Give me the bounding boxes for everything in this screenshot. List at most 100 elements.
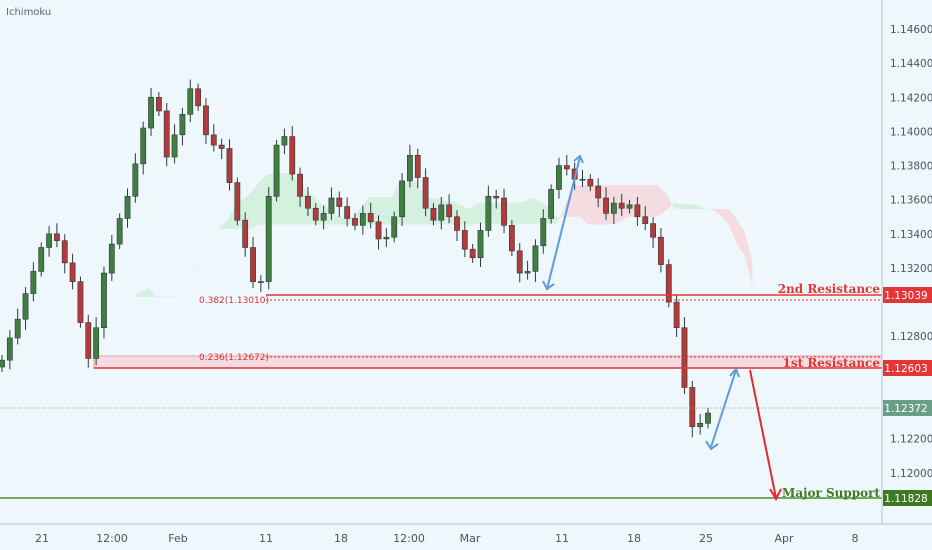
first-resistance-price-tag <box>883 360 932 376</box>
blue-arrow-up-march <box>542 154 584 291</box>
candle-body <box>454 216 460 231</box>
candle-body <box>516 250 523 274</box>
candle-body <box>367 213 374 223</box>
candle-body <box>38 247 45 272</box>
price-tick-label: 1.13800 <box>890 161 932 173</box>
candle-body <box>61 240 68 264</box>
candle-body <box>140 127 147 165</box>
cloud-segment <box>744 232 753 287</box>
fib-236-label: 0.236(1.12672) <box>199 353 269 363</box>
second-resistance-price: 1.13039 <box>884 290 927 302</box>
major-support-price-tag <box>883 490 932 506</box>
candle-body <box>383 236 390 240</box>
current-price: 1.12372 <box>884 403 927 415</box>
price-tick-label: 1.14200 <box>890 92 932 104</box>
candle-body <box>626 204 633 209</box>
candle-body <box>6 337 13 361</box>
candle-body <box>171 134 178 158</box>
candle-body <box>281 136 288 146</box>
time-tick-label: 18 <box>334 532 348 545</box>
candle-body <box>579 178 586 181</box>
cloud-segment <box>674 203 682 210</box>
cloud-segment <box>666 193 675 210</box>
cloud-segment <box>493 203 502 224</box>
candle-body <box>689 387 696 428</box>
time-tick-label: 11 <box>555 532 569 545</box>
time-tick-label: 8 <box>852 532 859 545</box>
cloud-segment <box>219 220 227 229</box>
cloud-segment <box>226 206 235 229</box>
cloud-segment <box>470 203 478 225</box>
candle-body <box>0 359 5 368</box>
candle-body <box>587 178 594 187</box>
candle-body <box>312 207 319 221</box>
cloud-segment <box>532 197 541 224</box>
second-resistance-price-tag <box>883 287 932 303</box>
candle-body <box>242 219 249 248</box>
cloud-segment <box>540 201 549 224</box>
cloud-segment <box>642 185 651 217</box>
cloud-segment <box>258 175 267 225</box>
price-tick-label: 1.13400 <box>890 229 932 241</box>
cloud-segment <box>572 185 580 217</box>
candle-body <box>179 114 186 136</box>
candle-body <box>30 271 37 294</box>
time-tick-label: Feb <box>168 532 187 545</box>
cloud-segment <box>689 204 698 210</box>
candle-body <box>469 248 476 259</box>
candle-body <box>438 204 445 221</box>
candle-body <box>540 218 547 247</box>
candle-body <box>320 213 327 221</box>
candle-body <box>265 195 272 282</box>
price-tick-label: 1.12200 <box>890 434 932 446</box>
cloud-segment <box>626 185 635 217</box>
cloud-segment <box>336 215 345 225</box>
cloud-segment <box>477 203 486 224</box>
cloud-segment <box>658 185 667 217</box>
candle-body <box>563 165 570 170</box>
cloud-segment <box>148 287 157 297</box>
time-tick-label: 12:00 <box>393 532 425 545</box>
blue-arrow-down-late <box>705 367 740 451</box>
time-tick-label: 18 <box>627 532 641 545</box>
candle-body <box>375 221 382 240</box>
candle-body <box>618 202 625 209</box>
candle-body <box>642 216 649 224</box>
time-tick-label: Apr <box>774 532 794 545</box>
candle-body <box>132 163 139 197</box>
candle-body <box>234 182 241 221</box>
candle-body <box>414 155 421 178</box>
cloud-segment <box>681 204 690 210</box>
cloud-segment <box>517 200 525 224</box>
candle-body <box>54 233 60 241</box>
indicator-name: Ichimoku <box>6 7 51 18</box>
current-price-tag <box>883 400 932 416</box>
cloud-segment <box>250 183 259 229</box>
cloud-segment <box>407 181 416 225</box>
candle-body <box>124 195 131 219</box>
cloud-segment <box>281 173 290 225</box>
candle-body <box>93 327 100 359</box>
candle-body <box>508 225 515 252</box>
candle-body <box>556 165 562 190</box>
time-axis: 21 12:00 Feb 11 18 12:00 Mar 11 18 25 Apr 8 <box>35 532 859 545</box>
candle-body <box>14 318 21 339</box>
candle-body <box>344 206 351 219</box>
candle-body <box>69 262 76 282</box>
cloud-segment <box>179 288 188 297</box>
candle-body <box>595 185 602 199</box>
candle-body <box>391 216 398 238</box>
cloud-segment <box>195 261 204 279</box>
candle-body <box>665 264 672 303</box>
cloud-segment <box>211 228 220 245</box>
cloud-segment <box>203 243 212 262</box>
candle-body <box>328 197 335 214</box>
candle-body <box>289 136 296 175</box>
cloud-segment <box>383 197 392 225</box>
candle-body <box>681 327 688 388</box>
price-tick-label: 1.14400 <box>890 58 932 70</box>
candle-body <box>697 422 704 428</box>
candle-body <box>634 204 641 218</box>
candle-body <box>407 155 413 182</box>
